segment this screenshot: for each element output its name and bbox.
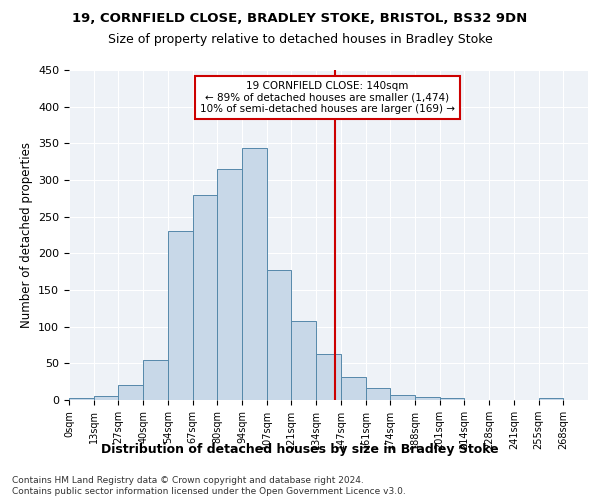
Bar: [143, 360, 168, 400]
Text: Distribution of detached houses by size in Bradley Stoke: Distribution of detached houses by size …: [101, 442, 499, 456]
Bar: [267, 270, 292, 400]
Bar: [217, 169, 242, 400]
Bar: [242, 148, 267, 400]
Bar: [341, 376, 365, 400]
Bar: [390, 395, 415, 400]
Bar: [193, 194, 217, 400]
Bar: [168, 232, 193, 400]
Bar: [94, 396, 118, 400]
Text: Contains public sector information licensed under the Open Government Licence v3: Contains public sector information licen…: [12, 488, 406, 496]
Text: Contains HM Land Registry data © Crown copyright and database right 2024.: Contains HM Land Registry data © Crown c…: [12, 476, 364, 485]
Bar: [365, 388, 390, 400]
Bar: [118, 386, 143, 400]
Bar: [316, 354, 341, 400]
Text: Size of property relative to detached houses in Bradley Stoke: Size of property relative to detached ho…: [107, 32, 493, 46]
Text: 19 CORNFIELD CLOSE: 140sqm
← 89% of detached houses are smaller (1,474)
10% of s: 19 CORNFIELD CLOSE: 140sqm ← 89% of deta…: [200, 81, 455, 114]
Bar: [440, 398, 464, 400]
Bar: [292, 321, 316, 400]
Bar: [539, 398, 563, 400]
Bar: [69, 398, 94, 400]
Text: 19, CORNFIELD CLOSE, BRADLEY STOKE, BRISTOL, BS32 9DN: 19, CORNFIELD CLOSE, BRADLEY STOKE, BRIS…: [73, 12, 527, 26]
Y-axis label: Number of detached properties: Number of detached properties: [20, 142, 32, 328]
Bar: [415, 397, 440, 400]
